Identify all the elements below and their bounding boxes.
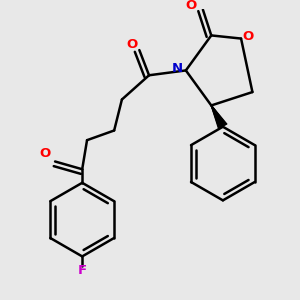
Text: O: O [126, 38, 137, 51]
Text: F: F [78, 264, 87, 278]
Text: O: O [242, 30, 254, 43]
Text: N: N [172, 62, 183, 75]
Text: O: O [40, 147, 51, 160]
Text: O: O [186, 0, 197, 12]
